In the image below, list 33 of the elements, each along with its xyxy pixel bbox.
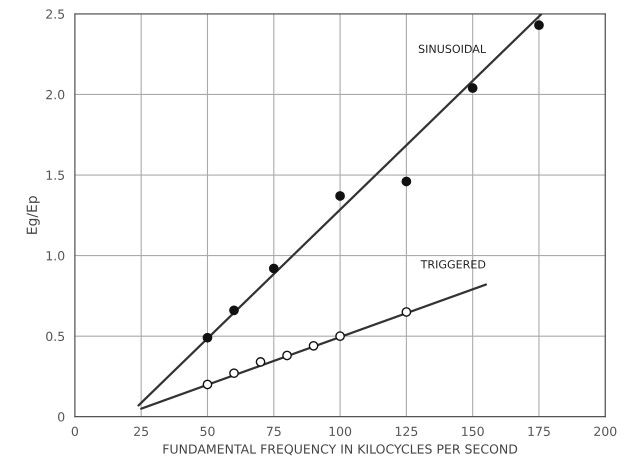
x-tick-label: 50 — [200, 426, 215, 436]
series-label: TRIGGERED — [420, 260, 486, 269]
point — [229, 305, 239, 316]
point — [202, 380, 212, 390]
x-tick-label: 100 — [330, 426, 352, 436]
y-tick-label: 0 — [58, 412, 64, 422]
y-axis-title: Eg/Ep — [26, 196, 40, 234]
point — [468, 83, 478, 93]
point — [402, 176, 412, 186]
series-label: SINUSOIDAL — [418, 44, 486, 54]
y-tick-label: 0.5 — [46, 332, 64, 342]
point — [256, 357, 266, 367]
x-tick-label: 175 — [528, 426, 550, 436]
x-tick-label: 200 — [594, 426, 616, 436]
x-axis-title: FUNDAMENTAL FREQUENCY IN KILOCYCLES PER SECOND — [163, 444, 518, 456]
x-tick-label: 75 — [266, 426, 281, 436]
point — [335, 191, 345, 201]
x-tick-label: 25 — [134, 426, 148, 436]
x-tick-label: 150 — [462, 426, 484, 436]
y-tick-label: 1.0 — [46, 251, 64, 261]
y-tick-label: 1.5 — [46, 170, 64, 180]
point — [282, 350, 292, 360]
y-tick-label: 2.5 — [46, 9, 64, 19]
point — [268, 264, 279, 274]
point — [308, 340, 318, 351]
point — [402, 307, 412, 317]
point — [229, 368, 239, 378]
point — [335, 331, 345, 341]
x-tick-label: 125 — [396, 426, 418, 436]
x-tick-label: 0 — [72, 426, 78, 436]
y-tick-label: 2.0 — [46, 90, 64, 100]
point — [202, 332, 212, 343]
point — [534, 20, 544, 30]
